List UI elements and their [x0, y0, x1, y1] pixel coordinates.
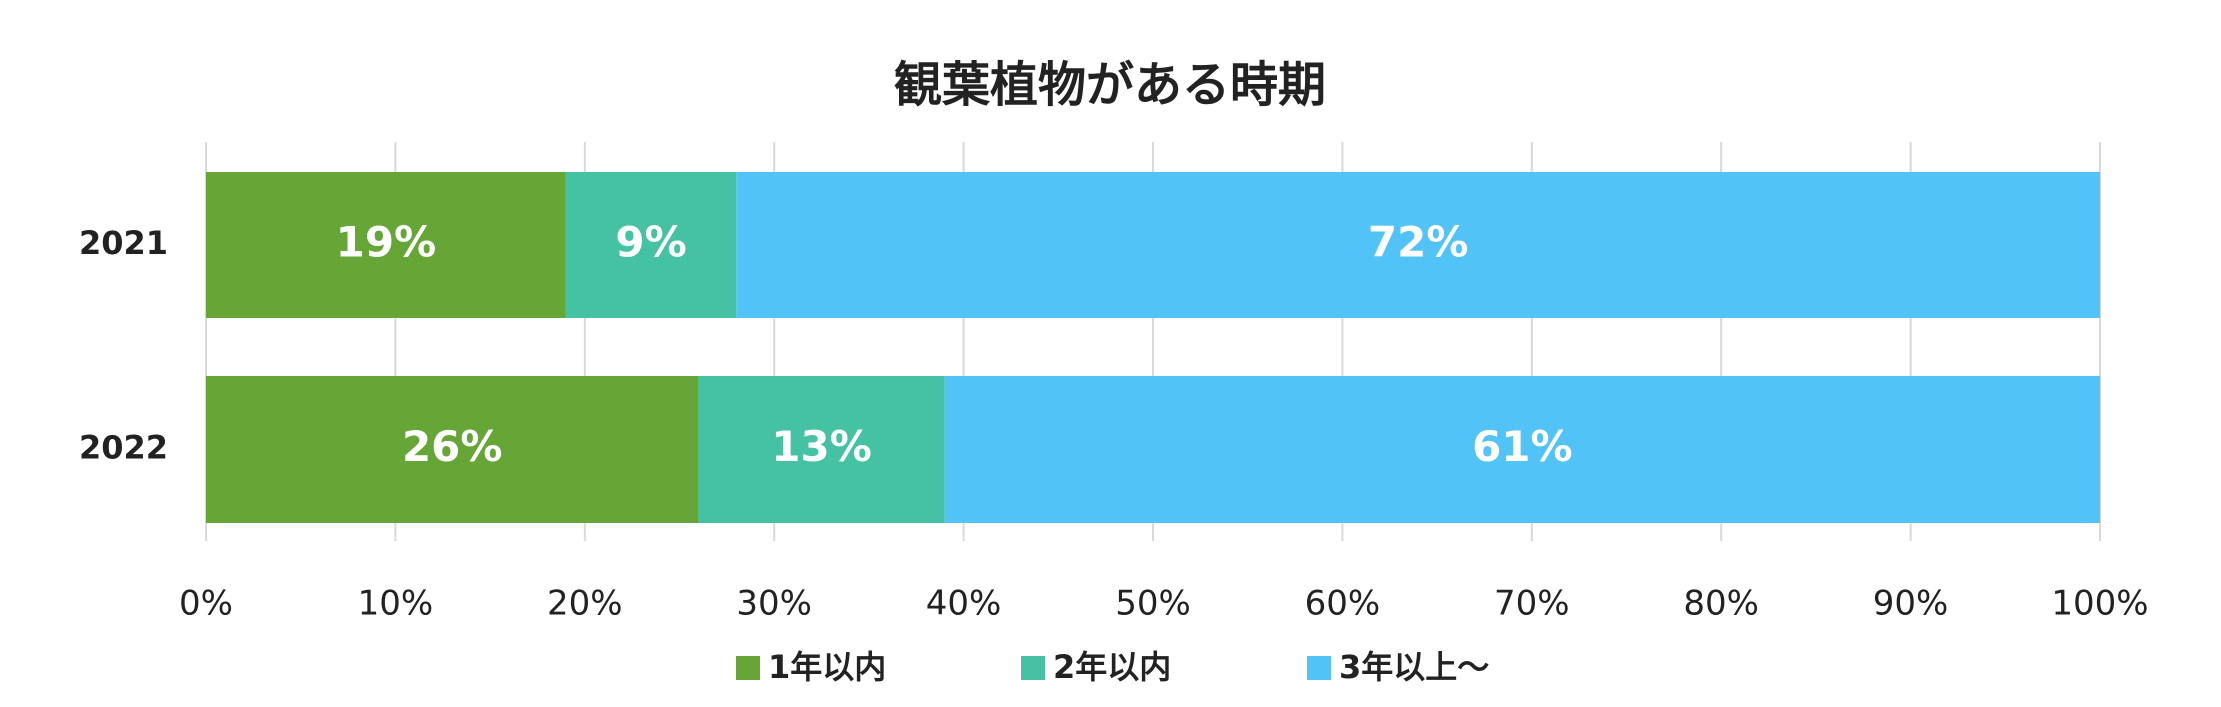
- x-tick-label: 20%: [547, 584, 623, 624]
- legend-swatch: [736, 656, 760, 680]
- x-tick-label: 60%: [1305, 584, 1381, 624]
- value-label: 9%: [615, 218, 686, 267]
- x-tick-label: 90%: [1873, 584, 1949, 624]
- value-label: 13%: [771, 422, 872, 471]
- x-tick-label: 30%: [736, 584, 812, 624]
- value-label: 61%: [1472, 422, 1573, 471]
- value-label: 72%: [1368, 218, 1469, 267]
- legend-swatch: [1021, 656, 1045, 680]
- bar-segment: [206, 376, 699, 523]
- x-tick-label: 100%: [2051, 584, 2148, 624]
- legend-label: 2年以内: [1053, 648, 1171, 686]
- bar-segment: [698, 376, 945, 523]
- bar-segment: [944, 376, 2101, 523]
- x-tick-label: 40%: [926, 584, 1002, 624]
- legend-label: 1年以内: [768, 648, 886, 686]
- bar-segment: [206, 172, 566, 318]
- category-label: 2021: [79, 224, 168, 262]
- legend-swatch: [1307, 656, 1331, 680]
- x-tick-label: 0%: [179, 584, 233, 624]
- bar-segment: [736, 172, 2100, 318]
- chart-title: 観葉植物がある時期: [894, 57, 1326, 113]
- value-label: 19%: [336, 218, 437, 267]
- category-label: 2022: [79, 429, 168, 467]
- x-tick-label: 80%: [1683, 584, 1759, 624]
- x-tick-label: 70%: [1494, 584, 1570, 624]
- x-tick-label: 50%: [1115, 584, 1191, 624]
- x-tick-label: 10%: [358, 584, 434, 624]
- value-label: 26%: [402, 422, 503, 471]
- legend-label: 3年以上～: [1339, 648, 1489, 686]
- bar-segment: [565, 172, 737, 318]
